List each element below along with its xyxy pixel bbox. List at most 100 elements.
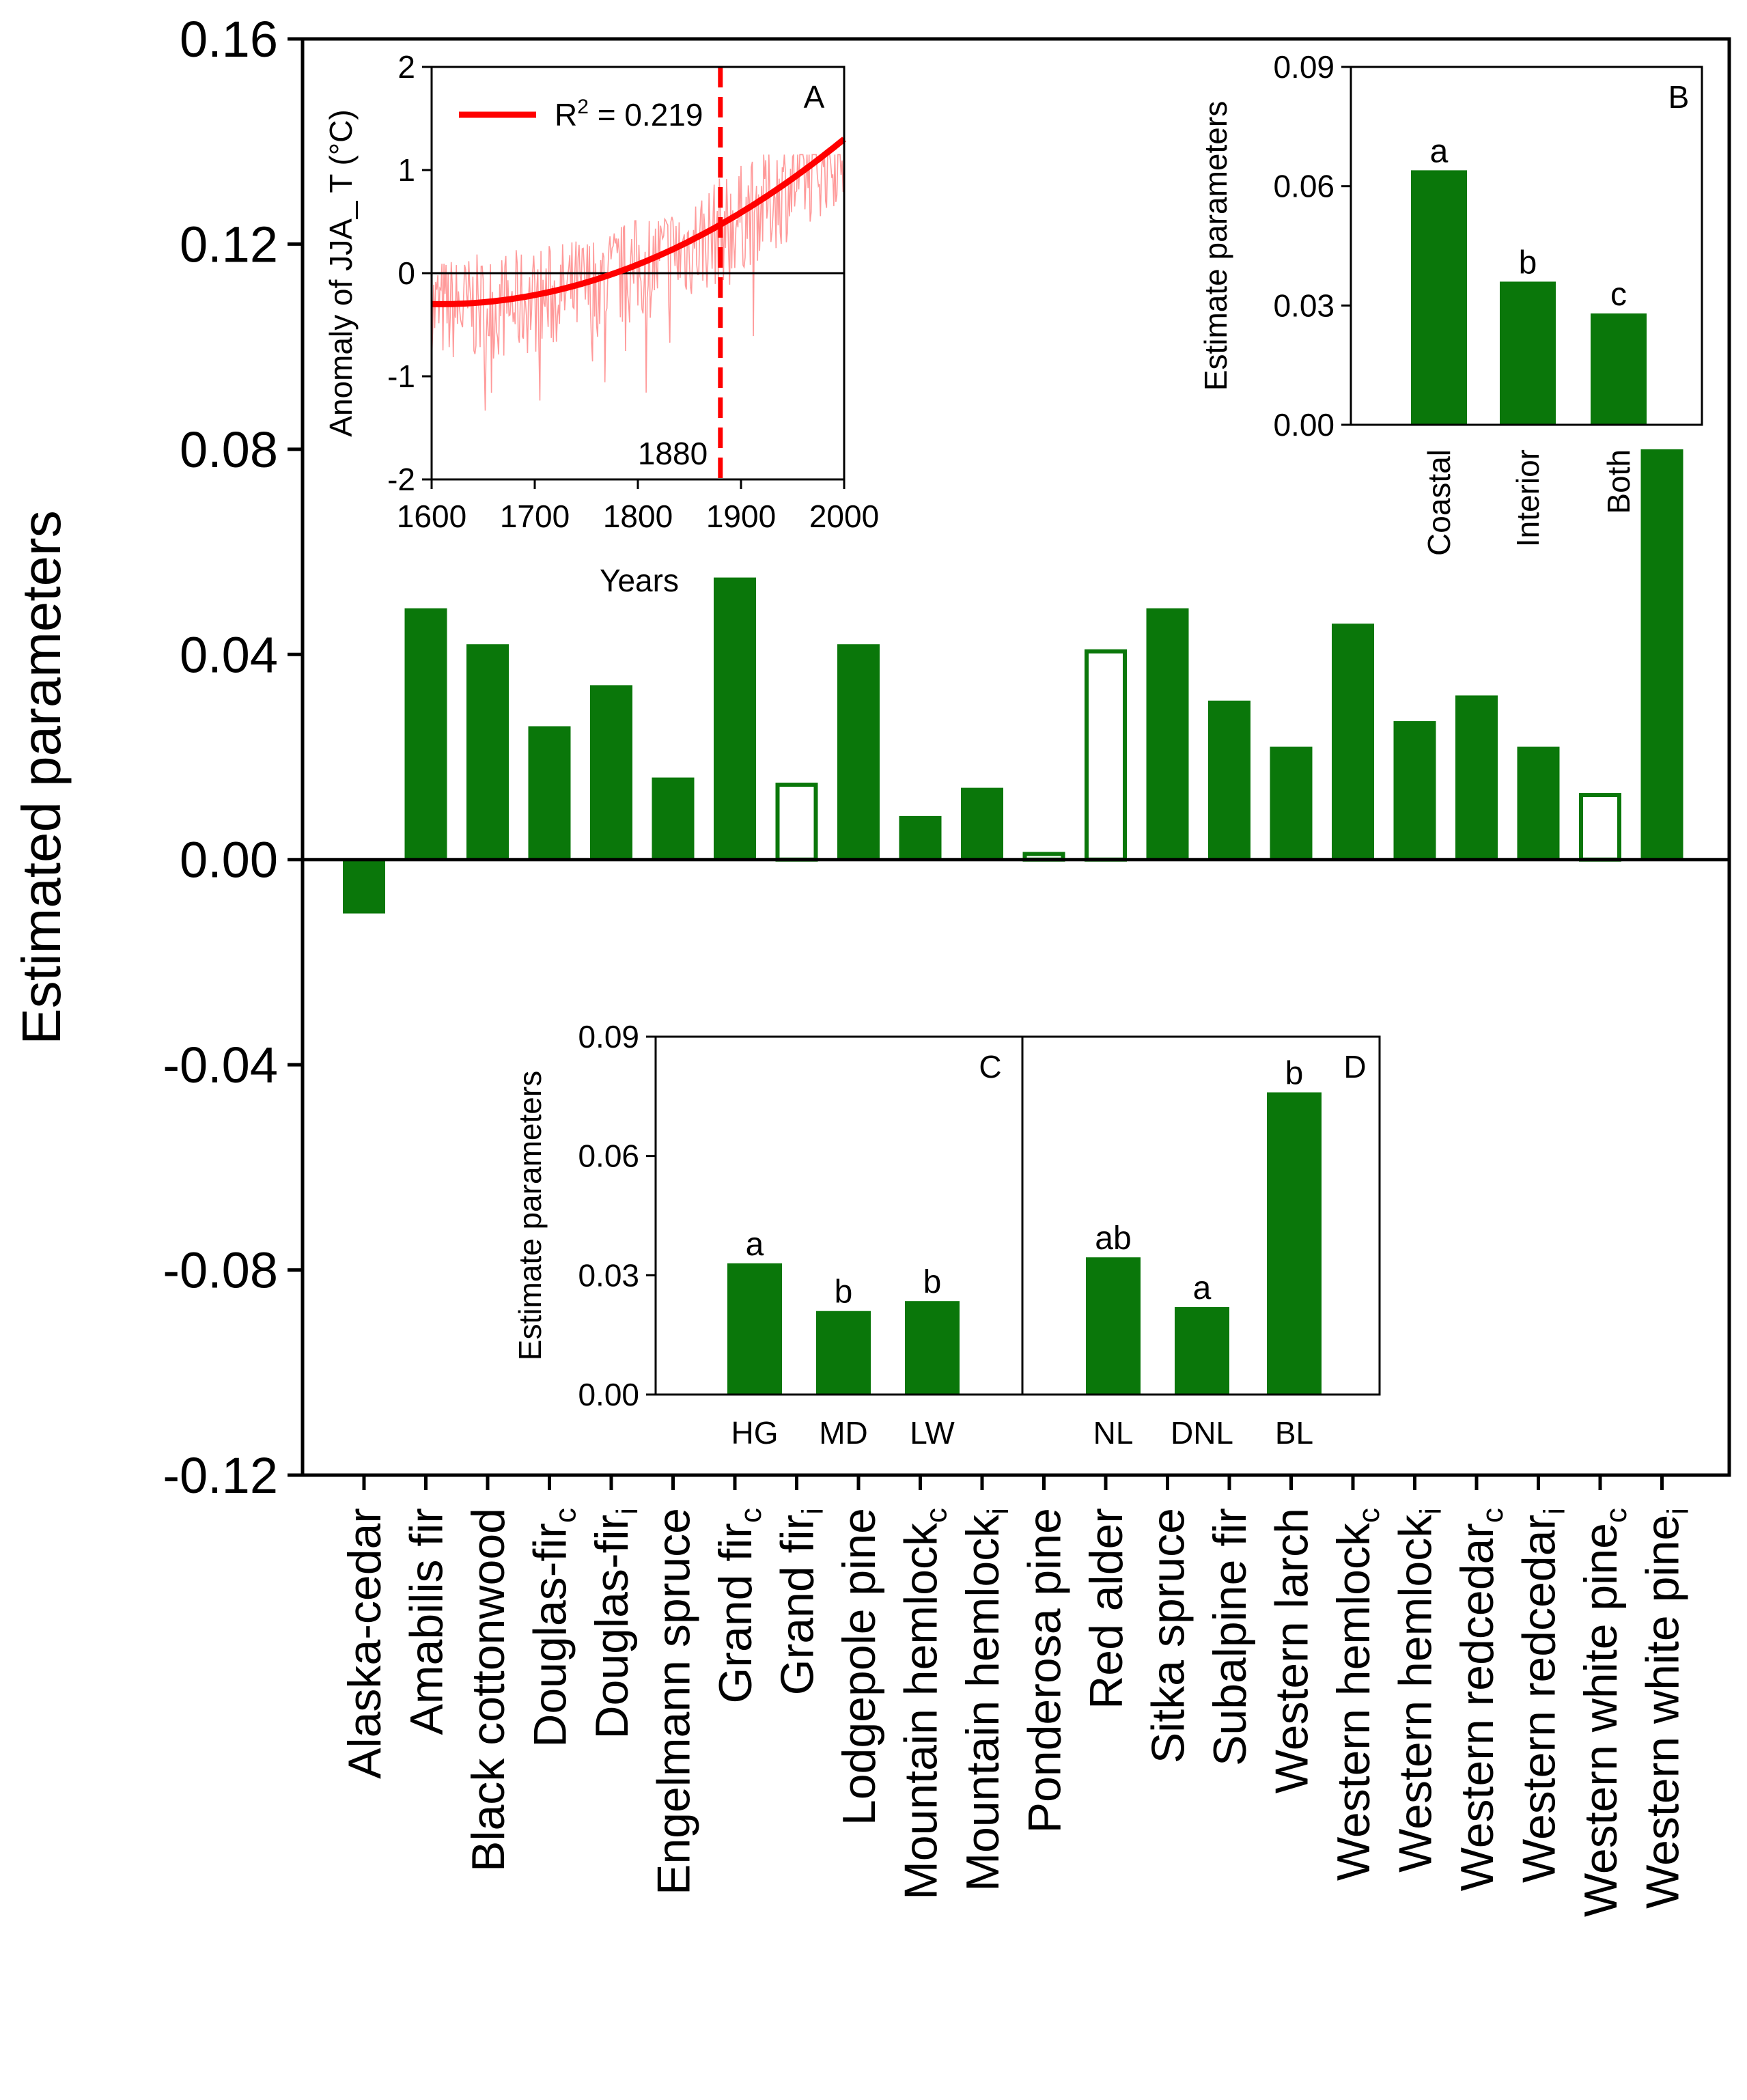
inset-b-letter-2: c — [1610, 277, 1627, 313]
inset-b-y-tick-label: 0.00 — [1273, 407, 1334, 443]
species-subscript: i — [796, 1508, 830, 1515]
species-name: Western larch — [1266, 1508, 1318, 1793]
species-name: Western redcedar — [1513, 1515, 1565, 1883]
species-name: Mountain hemlock — [957, 1514, 1009, 1892]
inset-d-bar-0 — [1086, 1257, 1141, 1395]
main-y-tick-label: -0.12 — [163, 1447, 278, 1504]
species-label: Amabilis fir — [401, 1508, 453, 1735]
bar-6 — [714, 577, 756, 860]
inset-b-x-label: Interior — [1510, 449, 1546, 547]
species-name: Alaska-cedar — [339, 1508, 391, 1779]
inset-b-bars: a b c — [1411, 133, 1647, 425]
bar-17 — [1393, 720, 1436, 860]
species-name: Engelmann spruce — [648, 1508, 700, 1895]
inset-d-bar-1 — [1175, 1306, 1229, 1395]
species-name: Lodgepole pine — [833, 1508, 885, 1825]
main-y-tick-label: 0.12 — [180, 216, 278, 272]
species-label: Lodgepole pine — [833, 1508, 885, 1825]
inset-a-x-tick-label: 1600 — [397, 499, 466, 534]
inset-c-x-label: HG — [731, 1415, 779, 1451]
inset-a-y-tick-label: -1 — [387, 359, 415, 394]
inset-b-y-tick-label: 0.06 — [1273, 169, 1334, 204]
main-y-tick-label: 0.16 — [180, 11, 278, 68]
species-label: Ponderosa pine — [1019, 1508, 1071, 1833]
species-label: Western hemlocki — [1390, 1508, 1448, 1873]
species-name: Subalpine fir — [1204, 1508, 1256, 1766]
species-label: Western white pinei — [1637, 1508, 1695, 1909]
bar-open-7 — [775, 783, 818, 862]
bar-13 — [1146, 608, 1189, 860]
bar-8 — [837, 644, 880, 860]
main-plot-frame — [301, 37, 1731, 1477]
main-y-tick-label: 0.08 — [180, 421, 278, 478]
inset-b-x-label: Both — [1601, 449, 1636, 514]
inset-cd-y-tick-label: 0.00 — [578, 1377, 639, 1412]
inset-b-x-labels: Coastal Interior Both — [1421, 449, 1636, 556]
inset-b-letter-1: b — [1519, 244, 1537, 281]
species-name: Western hemlock — [1390, 1514, 1442, 1873]
species-subscript: i — [981, 1508, 1015, 1515]
main-y-tick-label: 0.04 — [180, 626, 278, 683]
inset-c-letter-1: b — [835, 1274, 853, 1311]
species-name: Grand fir — [772, 1515, 824, 1696]
main-bars — [343, 449, 1683, 914]
main-bar-chart: 0.16 0.12 0.08 0.04 0.00 -0.04 -0.08 -0.12 Esti… — [11, 11, 1731, 1917]
panel-label-b: B — [1668, 79, 1690, 115]
species-subscript: c — [734, 1508, 768, 1523]
inset-b-y-tick-label: 0.03 — [1273, 288, 1334, 323]
bar-10 — [961, 787, 1003, 860]
panel-label-d: D — [1343, 1049, 1366, 1084]
bar-21 — [1640, 449, 1683, 860]
bar-9 — [899, 815, 942, 860]
main-x-axis-ticks — [362, 1475, 1664, 1490]
species-subscript: c — [1599, 1508, 1633, 1523]
species-name: Western hemlock — [1328, 1522, 1380, 1881]
inset-b-x-label: Coastal — [1421, 449, 1457, 556]
inset-a-x-label: Years — [600, 563, 679, 598]
inset-d-letter-2: b — [1285, 1056, 1304, 1092]
main-y-tick-label: -0.08 — [163, 1242, 278, 1299]
species-label: Red alder — [1080, 1508, 1132, 1709]
inset-d-letter-1: a — [1193, 1270, 1212, 1306]
inset-cd-y-label: Estimate parameters — [512, 1071, 548, 1360]
species-label: Western white pinec — [1575, 1508, 1633, 1917]
inset-a-y-ticks: 2 1 0 -1 -2 — [387, 49, 432, 497]
inset-d-x-label: DNL — [1171, 1415, 1233, 1451]
species-subscript: c — [549, 1508, 583, 1523]
inset-a-y-tick-label: 2 — [397, 49, 415, 85]
year-1880-label: 1880 — [638, 436, 708, 471]
inset-a-y-label: Anomaly of JJA_ T (°C) — [323, 109, 359, 436]
inset-cd-y-ticks: 0.09 0.06 0.03 0.00 — [578, 1019, 656, 1412]
species-label: Engelmann spruce — [648, 1508, 700, 1895]
species-subscript: c — [1352, 1508, 1386, 1523]
bar-2 — [466, 644, 509, 860]
species-label: Douglas-firi — [586, 1508, 644, 1739]
inset-a-x-tick-label: 1700 — [500, 499, 570, 534]
bar-16 — [1332, 624, 1374, 860]
species-subscript: i — [1414, 1508, 1448, 1515]
inset-c-x-label: LW — [910, 1415, 955, 1451]
bar-19 — [1517, 746, 1560, 860]
species-subscript: i — [1662, 1508, 1695, 1515]
inset-a-y-tick-label: -2 — [387, 462, 415, 497]
species-name: Red alder — [1080, 1508, 1132, 1709]
inset-c-x-label: MD — [819, 1415, 868, 1451]
panel-label-c: C — [979, 1049, 1001, 1084]
species-label: Western redcedarc — [1451, 1508, 1509, 1891]
species-label: Sitka spruce — [1143, 1508, 1194, 1763]
inset-c-letter-0: a — [746, 1227, 764, 1263]
species-label: Subalpine fir — [1204, 1508, 1256, 1766]
species-name: Black cottonwood — [462, 1508, 514, 1872]
inset-c-bar-1 — [816, 1311, 871, 1395]
species-label: Grand firc — [710, 1508, 768, 1704]
raw-anomaly-series — [431, 154, 845, 411]
species-label: Douglas-firc — [525, 1508, 583, 1748]
species-label: Western redcedari — [1513, 1508, 1571, 1883]
species-subscript: c — [1476, 1508, 1509, 1523]
inset-c-letter-2: b — [923, 1264, 942, 1300]
bar-open-20 — [1579, 793, 1621, 862]
inset-a-y-tick-label: 1 — [397, 152, 415, 188]
